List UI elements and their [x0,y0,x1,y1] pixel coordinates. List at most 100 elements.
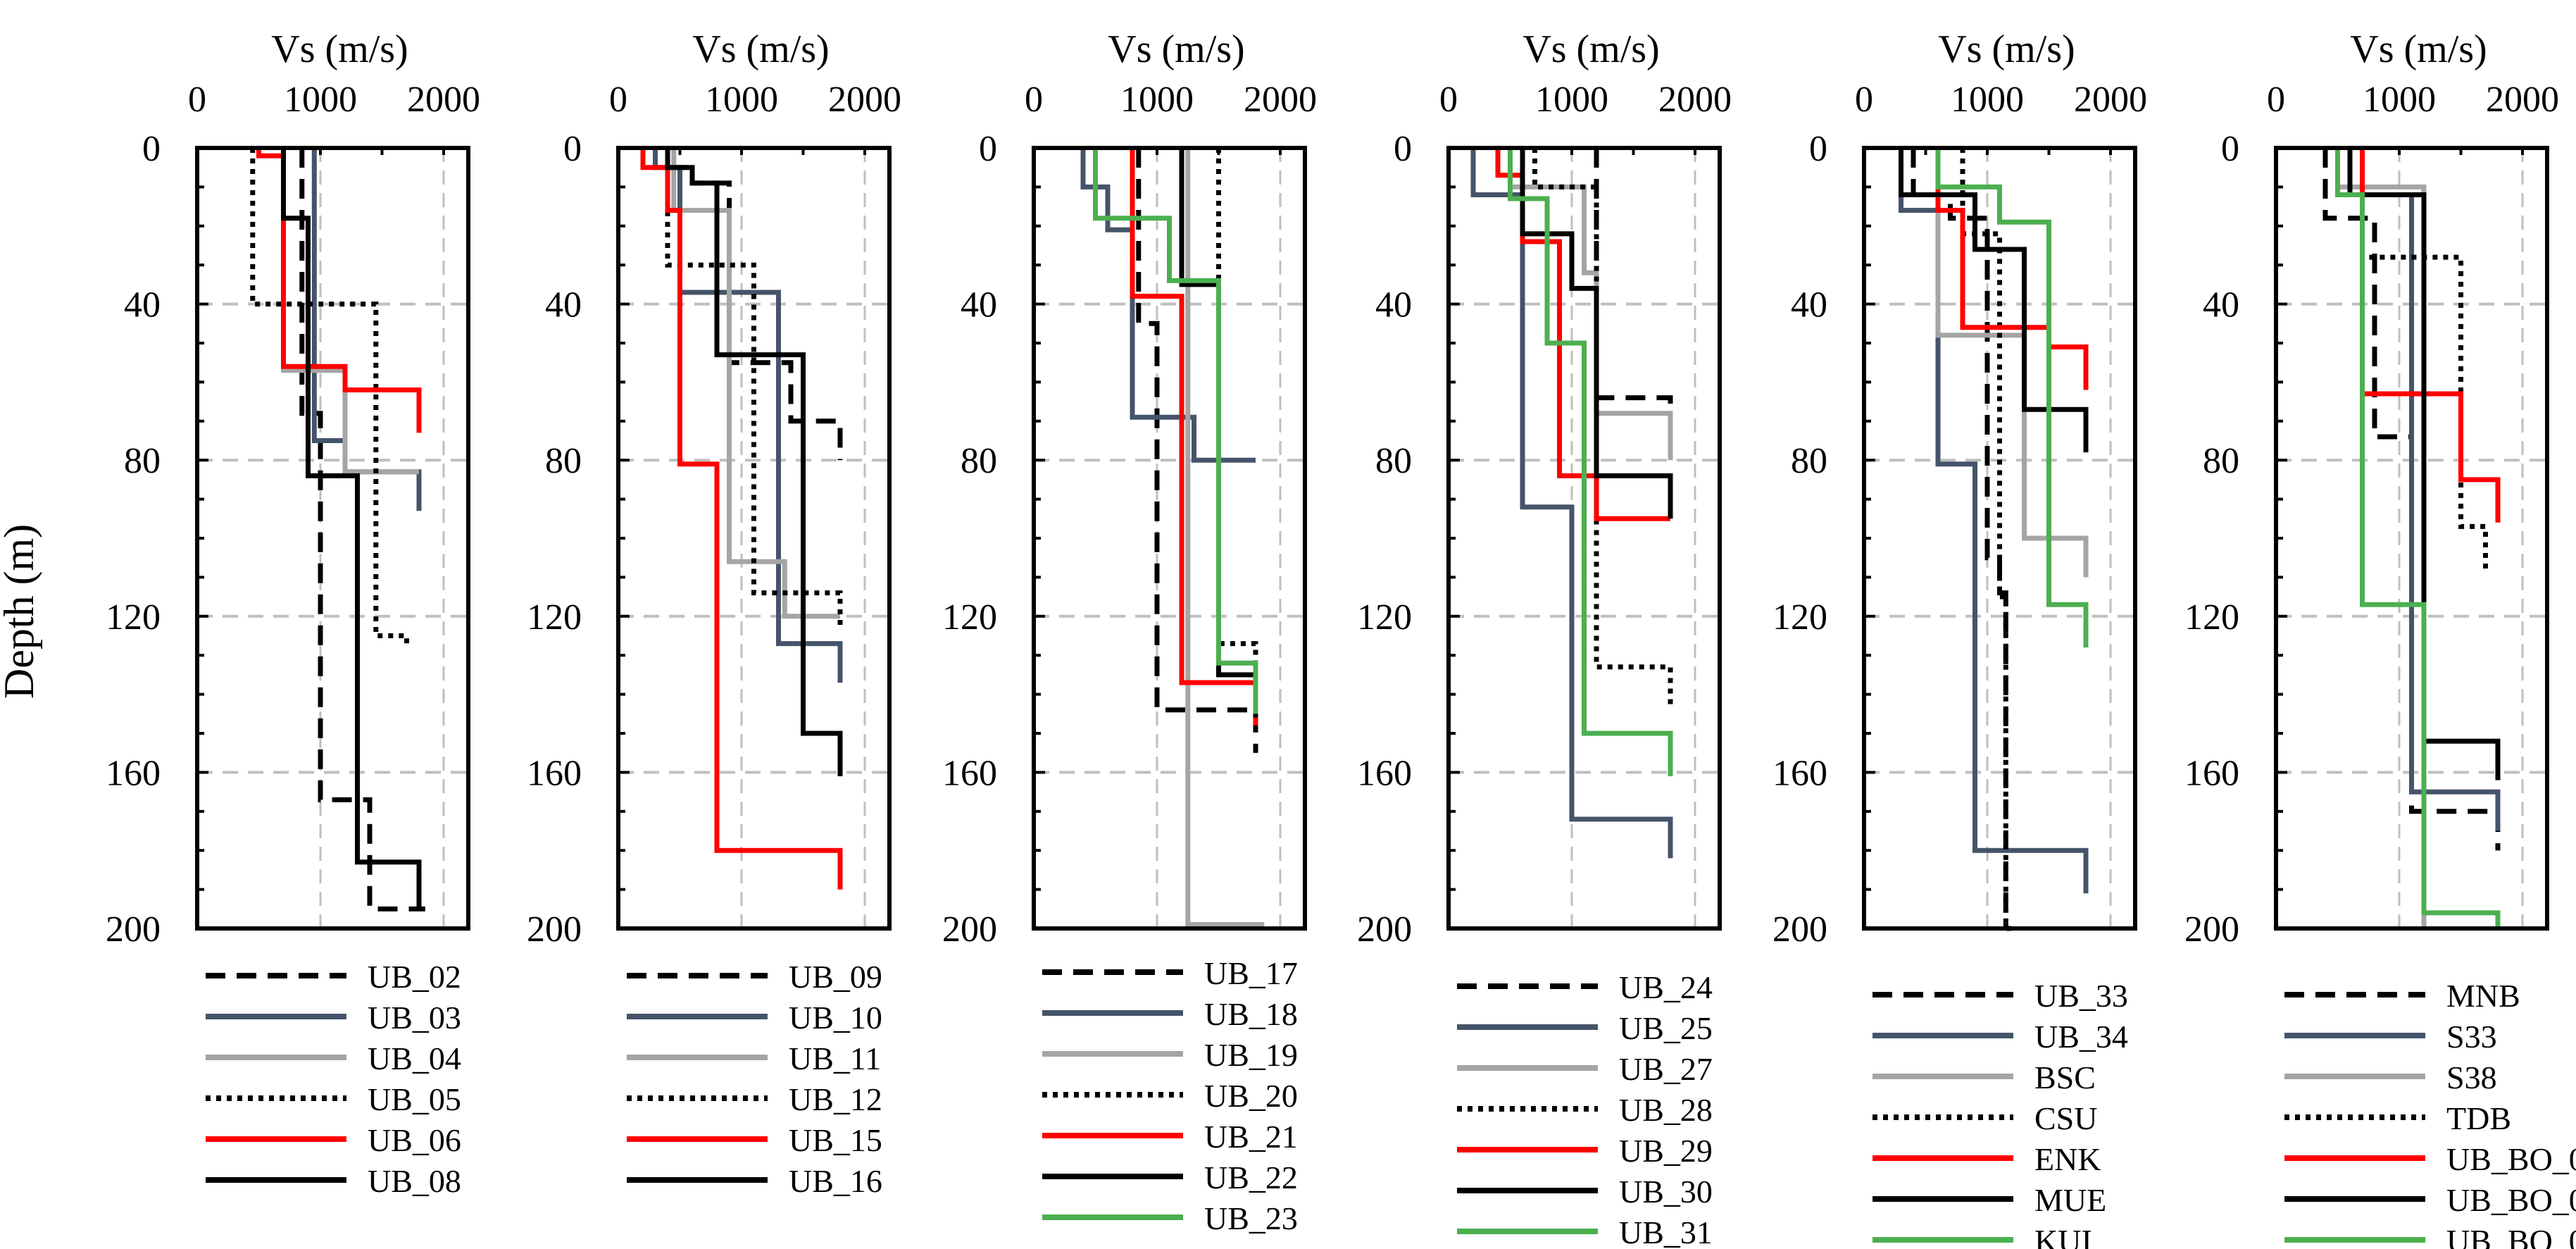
legend: UB_09 UB_10 UB_11 UB_12 UB_15 UB_16 [627,959,882,1199]
y-tick-label: 200 [942,909,997,950]
panel-4: Vs (m/s)0 1000 200004080120160200UB_24UB_2… [1357,27,1732,1249]
legend-label: S33 [2446,1019,2497,1055]
y-tick-label: 200 [106,909,161,950]
legend-label: UB_02 [368,959,461,995]
legend-label: UB_31 [1619,1214,1713,1249]
legend-label: UB_05 [368,1081,461,1117]
x-axis-title: Vs (m/s) [1523,27,1659,71]
series-line-ub_31 [1508,148,1673,776]
x-tick-label: 0 [1025,80,1043,120]
series-line-kui [1935,148,2089,648]
legend-label: UB_11 [789,1040,881,1076]
series-line-ub_25 [1470,148,1673,859]
legend: UB_02 UB_03 UB_04 UB_05 UB_06 UB_08 [206,959,461,1199]
y-tick-label: 80 [545,441,582,481]
y-tick-label: 120 [106,597,161,638]
legend-label: UB_22 [1204,1160,1298,1195]
y-tick-label: 80 [2203,441,2239,481]
series-line-ub_05 [250,148,409,648]
legend-label: BSC [2034,1060,2096,1095]
series-line-mnb [2322,148,2501,851]
series-line-ub_15 [640,148,843,890]
legend-label: UB_33 [2034,978,2128,1014]
legend-label: UB_18 [1204,996,1298,1032]
plot-frame [1862,146,2137,931]
y-tick-label: 200 [2184,909,2239,950]
series-line-ub_20 [1216,148,1258,683]
x-tick-label: 0 [2267,80,2285,120]
y-tick-label: 40 [961,285,997,325]
series-line-ub_08 [281,148,422,909]
x-tick-label: 0 [1855,80,1873,120]
y-tick-label: 0 [1809,129,1827,169]
y-tick-label: 0 [563,129,582,169]
series-line-ub_12 [665,148,843,628]
panel-2: Vs (m/s) 0 1000 2000 0 40 80 120 160 200 UB_09 UB_1… [527,27,901,1199]
y-tick-label: 40 [1791,285,1827,325]
y-tick-label: 160 [106,753,161,793]
plot-frame [195,146,470,931]
panel-6: Vs (m/s) 0 1000 2000 0 40 80 120 160 200 MNB S33 S38… [2184,27,2576,1249]
legend-label: UB_10 [789,1000,882,1036]
y-tick-label: 0 [1394,129,1412,169]
legend-label: MUE [2034,1182,2106,1218]
y-tick-label: 120 [942,597,997,638]
y-tick-label: 40 [1375,285,1412,325]
x-tick-label: 2000 [1658,80,1732,120]
legend-label: UB_27 [1619,1051,1713,1087]
y-tick-label: 200 [1357,909,1412,950]
x-axis-title: Vs (m/s) [2350,27,2487,71]
x-tick-label: 2000 [407,80,480,120]
y-tick-label: 0 [979,129,997,169]
x-axis-title: Vs (m/s) [1108,27,1244,71]
legend-label: S38 [2446,1060,2497,1095]
series-line-mue [1899,148,2089,453]
panel-5: Vs (m/s)0 1000 200004080120160200UB_33UB_3… [1772,27,2147,1249]
legend-label: UB_25 [1619,1010,1713,1046]
x-tick-label: 1000 [284,80,357,120]
legend-label: UB_03 [368,1000,461,1036]
series-line-bsc [1935,148,2089,578]
plot-frame [1032,146,1307,931]
legend-label: TDB [2446,1100,2511,1136]
x-tick-label: 1000 [1951,80,2024,120]
y-axis-title: Depth (m) [0,524,42,699]
plot-frame [1446,146,1722,931]
series-line-ub_29 [1495,148,1670,521]
x-tick-label: 2000 [828,80,901,120]
x-tick-label: 0 [1439,80,1458,120]
legend-label: UB_34 [2034,1019,2128,1055]
legend-label: ENK [2034,1141,2101,1177]
y-tick-label: 80 [1791,441,1827,481]
x-tick-label: 1000 [705,80,778,120]
legend-label: CSU [2034,1100,2097,1136]
x-tick-label: 2000 [2486,80,2559,120]
y-tick-label: 120 [1772,597,1827,638]
y-tick-label: 160 [527,753,582,793]
x-axis-title: Vs (m/s) [271,27,408,71]
y-tick-label: 160 [1772,753,1827,793]
y-tick-label: 40 [124,285,161,325]
plot-frame [616,146,892,931]
series-line-ub_06 [256,148,422,433]
plot-frame [2274,146,2549,931]
legend: MNB S33 S38 TDB UB_BO_01 UB_BO_02 UB_BO_03 [2284,978,2576,1249]
x-tick-label: 0 [609,80,627,120]
legend: UB_33 UB_34 BSC CSU ENK MUE KUI [1872,978,2128,1249]
y-tick-label: 120 [2184,597,2239,638]
legend-label: UB_17 [1204,955,1298,991]
legend-label: UB_15 [789,1122,882,1158]
y-tick-label: 120 [527,597,582,638]
legend-label: UB_24 [1619,969,1713,1005]
legend-label: UB_BO_02 [2446,1182,2576,1218]
y-tick-label: 160 [2184,753,2239,793]
series-line-enk [1935,148,2089,390]
series-line-ub_16 [665,148,843,776]
legend-label: UB_23 [1204,1200,1298,1236]
legend-label: MNB [2446,978,2520,1014]
y-tick-label: 0 [142,129,161,169]
legend-label: UB_BO_03 [2446,1223,2576,1249]
y-tick-label: 80 [124,441,161,481]
